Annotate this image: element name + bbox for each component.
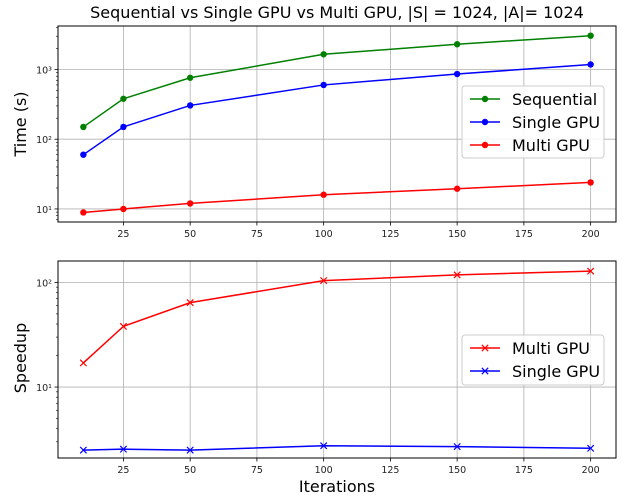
bottom-subplot: 25 50 75 100 125 150 175 200 10¹ 10² Multi GPU Sing… xyxy=(36,260,617,476)
legend: Sequential Single GPU Multi GPU xyxy=(461,85,605,159)
legend-label: Sequential xyxy=(512,90,597,109)
x-tick-label: 125 xyxy=(381,465,399,476)
x-tick-label: 175 xyxy=(515,465,533,476)
x-tick-label: 150 xyxy=(448,229,466,240)
data-point xyxy=(587,179,594,186)
data-point xyxy=(119,322,128,330)
legend-marker xyxy=(481,344,489,352)
x-tick-label: 50 xyxy=(184,465,196,476)
data-point xyxy=(453,185,461,192)
bottom-ylabel: Speedup xyxy=(11,323,30,393)
data-point xyxy=(186,74,194,81)
data-point xyxy=(79,446,87,454)
data-point xyxy=(587,444,595,452)
data-point xyxy=(80,151,87,158)
plot-frame xyxy=(57,25,617,223)
data-point xyxy=(320,81,327,89)
top-subplot: 25 50 75 100 125 150 175 200 10¹ 10² 10³ Sequential… xyxy=(36,25,617,240)
legend-marker xyxy=(481,118,489,126)
data-point xyxy=(79,359,87,367)
top-ylabel: Time (s) xyxy=(11,91,30,157)
x-tick-label: 25 xyxy=(117,229,129,240)
data-point xyxy=(453,70,461,78)
series-line xyxy=(82,63,591,156)
data-point xyxy=(320,442,328,450)
data-point xyxy=(186,200,194,207)
series-line xyxy=(83,444,591,451)
legend-label: Single GPU xyxy=(512,362,600,381)
data-point xyxy=(453,442,461,451)
x-tick-label: 200 xyxy=(582,465,600,476)
data-point xyxy=(186,299,194,307)
legend-marker xyxy=(481,367,489,375)
data-point xyxy=(320,51,327,58)
data-point xyxy=(120,123,127,131)
data-point xyxy=(120,205,127,213)
x-tick-label: 175 xyxy=(515,229,533,240)
legend-label: Single GPU xyxy=(512,113,600,132)
data-point xyxy=(453,41,461,48)
data-point xyxy=(587,61,594,68)
legend: Multi GPU Single GPU xyxy=(461,334,605,386)
x-tick-label: 125 xyxy=(381,229,399,240)
x-tick-label: 200 xyxy=(582,229,600,240)
data-point xyxy=(80,209,87,216)
y-tick-label: 10³ xyxy=(36,65,52,76)
bottom-xlabel: Iterations xyxy=(299,477,375,496)
data-point xyxy=(320,191,327,198)
y-tick-label: 10¹ xyxy=(36,205,52,216)
x-tick-label: 75 xyxy=(251,229,263,240)
x-tick-label: 150 xyxy=(448,465,466,476)
legend-marker xyxy=(481,141,489,149)
chart-title: Sequential vs Single GPU vs Multi GPU, |… xyxy=(90,3,584,22)
data-point xyxy=(453,271,461,279)
legend-marker xyxy=(481,95,489,103)
data-point xyxy=(119,445,128,453)
data-point xyxy=(587,267,595,275)
x-tick-label: 75 xyxy=(251,465,263,476)
plot-frame xyxy=(57,260,617,459)
data-point xyxy=(80,123,87,131)
legend-label: Multi GPU xyxy=(512,339,590,358)
legend-box xyxy=(461,85,605,159)
y-tick-label: 10² xyxy=(36,135,52,146)
x-tick-label: 100 xyxy=(315,465,333,476)
data-point xyxy=(587,32,594,39)
data-point xyxy=(186,102,194,109)
x-tick-label: 25 xyxy=(117,465,129,476)
x-tick-label: 50 xyxy=(184,229,196,240)
x-tick-label: 100 xyxy=(315,229,333,240)
data-point xyxy=(320,276,328,285)
y-tick-label: 10¹ xyxy=(36,383,52,394)
series-line xyxy=(83,181,591,214)
data-point xyxy=(186,446,194,454)
series-line xyxy=(82,34,591,128)
legend-label: Multi GPU xyxy=(512,136,590,155)
y-tick-label: 10² xyxy=(36,278,52,289)
data-point xyxy=(120,95,127,102)
series-line xyxy=(82,270,591,364)
